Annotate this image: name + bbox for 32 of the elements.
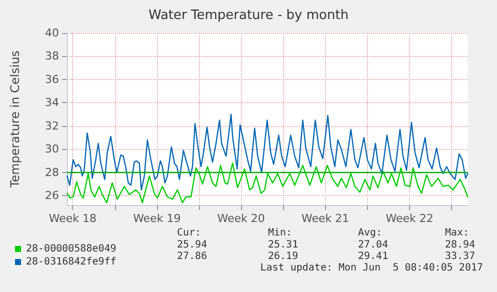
y-tick-label: 40: [45, 26, 59, 40]
y-tick-label: 30: [45, 142, 59, 156]
text: Cur:: [177, 228, 202, 238]
text: Max:: [445, 228, 470, 238]
chart-title: Water Temperature - by month: [148, 8, 349, 23]
x-tick-label: Week 22: [386, 212, 434, 225]
text: 26.19: [268, 251, 298, 262]
y-tick-label: 28: [45, 166, 59, 179]
legend-label: 28-00000588e049: [26, 244, 116, 254]
legend-label: 28-0316842fe9ff: [26, 256, 116, 268]
text: 33.37: [445, 251, 476, 262]
x-tick-label: Week 21: [301, 212, 350, 225]
y-tick-label: 32: [45, 119, 59, 132]
y-tick-label: 38: [45, 50, 59, 63]
text: Last update: Mon Jun 5 08:40:05 2017: [260, 262, 484, 274]
y-tick-label: 36: [45, 72, 59, 86]
text: 29.41: [358, 251, 388, 262]
x-tick-label: Week 18: [48, 212, 96, 225]
y-tick-label: 34: [45, 96, 59, 110]
text: 25.94: [177, 240, 208, 250]
text: 25.31: [268, 240, 298, 250]
line-series: [66, 114, 468, 190]
line-series: [66, 162, 468, 204]
y-axis-title: Temperature in Celsius: [8, 50, 22, 189]
text: 27.04: [358, 240, 388, 250]
text: 27.86: [177, 251, 208, 262]
y-tick-label: 26: [45, 189, 59, 202]
text: 28.94: [445, 240, 476, 250]
text: Min:: [268, 228, 292, 238]
x-tick-label: Week 20: [217, 212, 265, 225]
x-tick-label: Week 19: [133, 212, 181, 225]
text: Avg:: [358, 228, 382, 238]
